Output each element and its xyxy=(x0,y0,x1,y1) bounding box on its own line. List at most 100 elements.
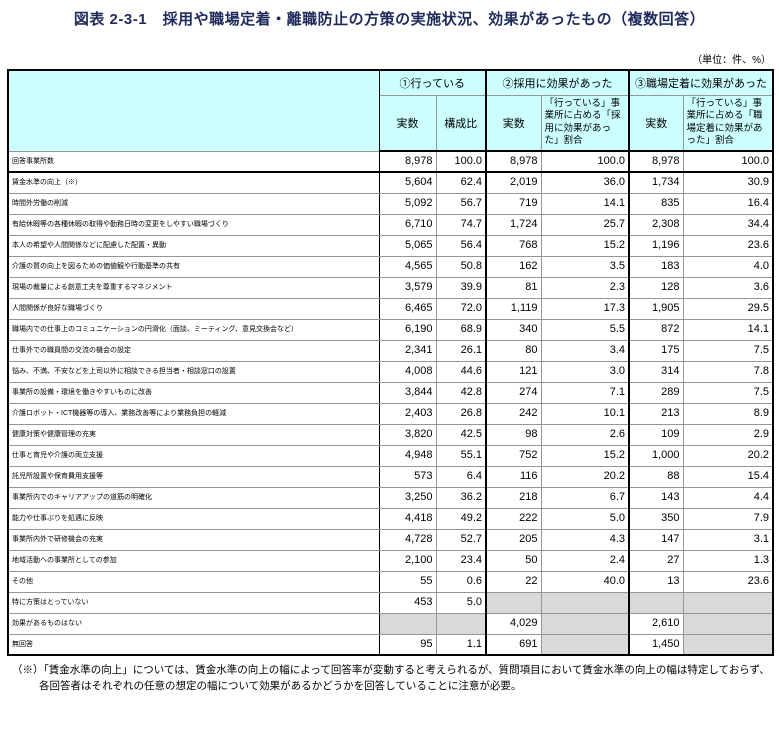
value-cell: 4.3 xyxy=(540,528,630,551)
value-cell: 25.7 xyxy=(540,213,630,236)
row-label: 人間関係が良好な職場づくり xyxy=(7,297,380,320)
value-cell: 218 xyxy=(485,486,542,509)
subheader-recruit-count: 実数 xyxy=(485,94,542,152)
value-cell: 42.8 xyxy=(435,381,487,404)
value-cell: 289 xyxy=(628,381,684,404)
value-cell: 116 xyxy=(485,465,542,488)
row-label: 事業所の設備・環境を働きやすいものに改善 xyxy=(7,381,380,404)
value-cell: 44.6 xyxy=(435,360,487,383)
table-header: ①行っている ②採用に効果があった ③職場定着に効果があった 実数 構成比 実数… xyxy=(7,69,774,152)
value-cell: 36.0 xyxy=(540,171,630,194)
value-cell: 242 xyxy=(485,402,542,425)
value-cell: 23.6 xyxy=(682,570,774,593)
row-label: 悩み、不満、不安などを上司以外に相談できる担当者・相談窓口の設置 xyxy=(7,360,380,383)
value-cell xyxy=(540,591,630,614)
value-cell: 5,604 xyxy=(378,171,437,194)
value-cell: 34.4 xyxy=(682,213,774,236)
value-cell: 4.0 xyxy=(682,255,774,278)
value-cell: 175 xyxy=(628,339,684,362)
row-label: 時間外労働の削減 xyxy=(7,192,380,215)
table-row: 事業所内でのキャリアアップの道筋の明確化 3,250 36.2 218 6.7 143 4.… xyxy=(7,486,774,509)
subheader-recruit-ratio: 「行っている」事業所に占める「採用に効果があった」割合 xyxy=(540,94,630,152)
value-cell: 62.4 xyxy=(435,171,487,194)
value-cell: 2,610 xyxy=(628,612,684,635)
row-label: 能力や仕事ぶりを処遇に反映 xyxy=(7,507,380,530)
value-cell: 6,710 xyxy=(378,213,437,236)
value-cell: 15.2 xyxy=(540,234,630,257)
value-cell: 29.5 xyxy=(682,297,774,320)
value-cell xyxy=(485,591,542,614)
value-cell: 4.4 xyxy=(682,486,774,509)
value-cell: 72.0 xyxy=(435,297,487,320)
value-cell: 26.1 xyxy=(435,339,487,362)
value-cell: 2.3 xyxy=(540,276,630,299)
value-cell: 7.8 xyxy=(682,360,774,383)
row-label: 無回答 xyxy=(7,633,380,656)
value-cell xyxy=(435,612,487,635)
corner-cell xyxy=(7,69,380,152)
value-cell: 109 xyxy=(628,423,684,446)
value-cell: 8.9 xyxy=(682,402,774,425)
table-row: 有給休暇等の各種休暇の取得や勤務日時の変更をしやすい職場づくり 6,710 74.7… xyxy=(7,213,774,236)
value-cell: 22 xyxy=(485,570,542,593)
footnote: （※）「賃金水準の向上」については、賃金水準の向上の幅によって回答率が変動すると… xyxy=(12,664,770,693)
value-cell: 68.9 xyxy=(435,318,487,341)
value-cell: 350 xyxy=(628,507,684,530)
value-cell: 3.4 xyxy=(540,339,630,362)
value-cell: 0.6 xyxy=(435,570,487,593)
value-cell: 719 xyxy=(485,192,542,215)
figure-title: 図表 2-3-1 採用や職場定着・離職防止の方策の実施状況、効果があったもの（複… xyxy=(73,11,706,28)
value-cell: 835 xyxy=(628,192,684,215)
value-cell: 3,844 xyxy=(378,381,437,404)
value-cell: 55.1 xyxy=(435,444,487,467)
value-cell: 20.2 xyxy=(540,465,630,488)
value-cell: 3,820 xyxy=(378,423,437,446)
value-cell: 7.5 xyxy=(682,381,774,404)
row-label: その他 xyxy=(7,570,380,593)
table-row: その他 55 0.6 22 40.0 13 23.6 xyxy=(7,570,774,593)
table-row: 事業所の設備・環境を働きやすいものに改善 3,844 42.8 274 7.1 289 7.… xyxy=(7,381,774,404)
value-cell: 50 xyxy=(485,549,542,572)
value-cell: 40.0 xyxy=(540,570,630,593)
value-cell: 205 xyxy=(485,528,542,551)
row-label: 介護の質の向上を図るための価値観や行動基準の共有 xyxy=(7,255,380,278)
value-cell xyxy=(682,633,774,656)
value-cell: 1,734 xyxy=(628,171,684,194)
value-cell: 4,565 xyxy=(378,255,437,278)
value-cell: 222 xyxy=(485,507,542,530)
value-cell: 6,465 xyxy=(378,297,437,320)
value-cell: 2,100 xyxy=(378,549,437,572)
value-cell: 1,000 xyxy=(628,444,684,467)
value-cell: 162 xyxy=(485,255,542,278)
table-row: 悩み、不満、不安などを上司以外に相談できる担当者・相談窓口の設置 4,008 44.… xyxy=(7,360,774,383)
value-cell: 4,728 xyxy=(378,528,437,551)
row-label: 地域活動への事業所としての参加 xyxy=(7,549,380,572)
value-cell: 16.4 xyxy=(682,192,774,215)
value-cell: 14.1 xyxy=(682,318,774,341)
table-row: 能力や仕事ぶりを処遇に反映 4,418 49.2 222 5.0 350 7.9 xyxy=(7,507,774,530)
value-cell: 3,250 xyxy=(378,486,437,509)
row-label: 職場内での仕事上のコミュニケーションの円滑化（面談、ミーティング、意見交換会など… xyxy=(7,318,380,341)
value-cell: 2,308 xyxy=(628,213,684,236)
value-cell: 4,008 xyxy=(378,360,437,383)
value-cell: 1.1 xyxy=(435,633,487,656)
value-cell: 340 xyxy=(485,318,542,341)
value-cell: 3.6 xyxy=(682,276,774,299)
table-row: 特に方策はとっていない 453 5.0 xyxy=(7,591,774,614)
value-cell: 274 xyxy=(485,381,542,404)
value-cell: 15.4 xyxy=(682,465,774,488)
value-cell: 10.1 xyxy=(540,402,630,425)
row-label: 賃金水準の向上（※） xyxy=(7,171,380,194)
value-cell: 15.2 xyxy=(540,444,630,467)
table-row: 職場内での仕事上のコミュニケーションの円滑化（面談、ミーティング、意見交換会など… xyxy=(7,318,774,341)
value-cell: 128 xyxy=(628,276,684,299)
value-cell: 147 xyxy=(628,528,684,551)
value-cell: 23.6 xyxy=(682,234,774,257)
row-label: 健康対策や健康管理の充実 xyxy=(7,423,380,446)
survey-results-table: ①行っている ②採用に効果があった ③職場定着に効果があった 実数 構成比 実数… xyxy=(7,69,775,656)
value-cell: 8,978 xyxy=(628,150,684,173)
table-row: 時間外労働の削減 5,092 56.7 719 14.1 835 16.4 xyxy=(7,192,774,215)
value-cell: 3.1 xyxy=(682,528,774,551)
row-label: 現場の裁量による創意工夫を尊重するマネジメント xyxy=(7,276,380,299)
value-cell: 2.9 xyxy=(682,423,774,446)
